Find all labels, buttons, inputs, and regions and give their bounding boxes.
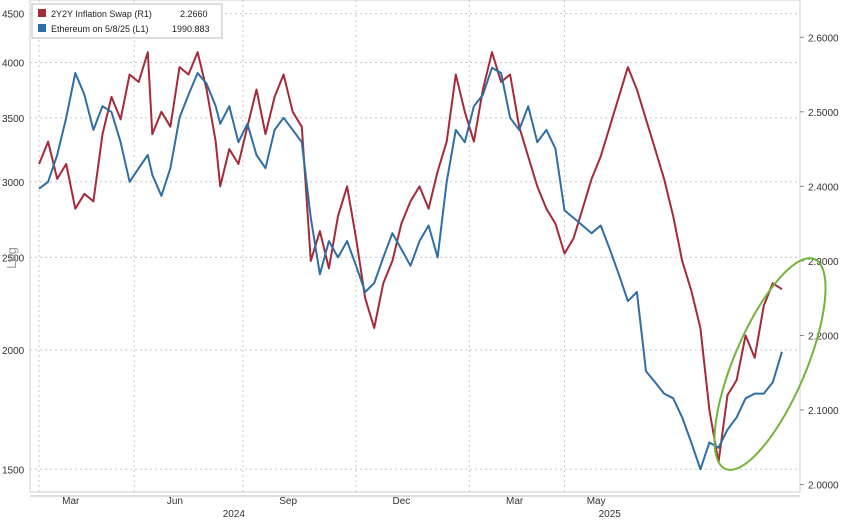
- right-tick-label: 2.6000: [808, 33, 839, 44]
- legend-swatch-ethereum: [38, 24, 46, 32]
- right-tick-label: 2.2000: [808, 331, 839, 342]
- x-axis: Mar Jun Sep Dec Mar May 2024 2025: [30, 495, 800, 520]
- x-tick-label: Dec: [393, 496, 411, 507]
- x-year-label: 2024: [223, 509, 246, 520]
- left-axis: 1500 2000 2500 3000 3500 4000 4500: [2, 10, 25, 477]
- x-tick-label: May: [587, 496, 606, 507]
- plot-frame: [29, 0, 801, 493]
- x-tick-label: Mar: [62, 496, 80, 507]
- x-tick-label: Jun: [167, 496, 183, 507]
- left-tick-label: 1500: [2, 465, 25, 476]
- grid: [30, 0, 800, 492]
- highlight-ellipse: [713, 257, 827, 471]
- series-layer: [38, 51, 783, 471]
- right-tick-label: 2.4000: [808, 182, 839, 193]
- left-tick-label: 3500: [2, 114, 25, 125]
- legend: 2Y2Y Inflation Swap (R1) 2.2660 Ethereum…: [31, 3, 223, 39]
- right-tick-label: 2.1000: [808, 406, 839, 417]
- x-tick-label: Sep: [279, 496, 297, 507]
- right-tick-label: 2.5000: [808, 108, 839, 119]
- right-axis: 2.0000 2.1000 2.2000 2.3000 2.4000 2.5000 2.60…: [800, 33, 839, 492]
- legend-value-ethereum: 1990.883: [172, 24, 210, 34]
- left-tick-label: 3000: [2, 178, 25, 189]
- legend-box: [31, 3, 223, 39]
- left-axis-label: Log: [4, 247, 19, 269]
- series-line-inflation-swap: [38, 51, 783, 464]
- left-tick-label: 2500: [2, 253, 25, 264]
- legend-label-inflation: 2Y2Y Inflation Swap (R1): [51, 9, 152, 19]
- legend-value-inflation: 2.2660: [180, 9, 208, 19]
- legend-swatch-inflation: [38, 9, 46, 17]
- left-tick-label: 4000: [2, 58, 25, 69]
- legend-label-ethereum: Ethereum on 5/8/25 (L1): [51, 24, 149, 34]
- x-year-label: 2025: [599, 509, 622, 520]
- left-tick-label: 2000: [2, 346, 25, 357]
- left-tick-label: 4500: [2, 10, 25, 21]
- right-tick-label: 2.3000: [808, 257, 839, 268]
- x-tick-label: Mar: [506, 496, 524, 507]
- right-tick-label: 2.0000: [808, 481, 839, 492]
- series-line-ethereum: [38, 66, 783, 471]
